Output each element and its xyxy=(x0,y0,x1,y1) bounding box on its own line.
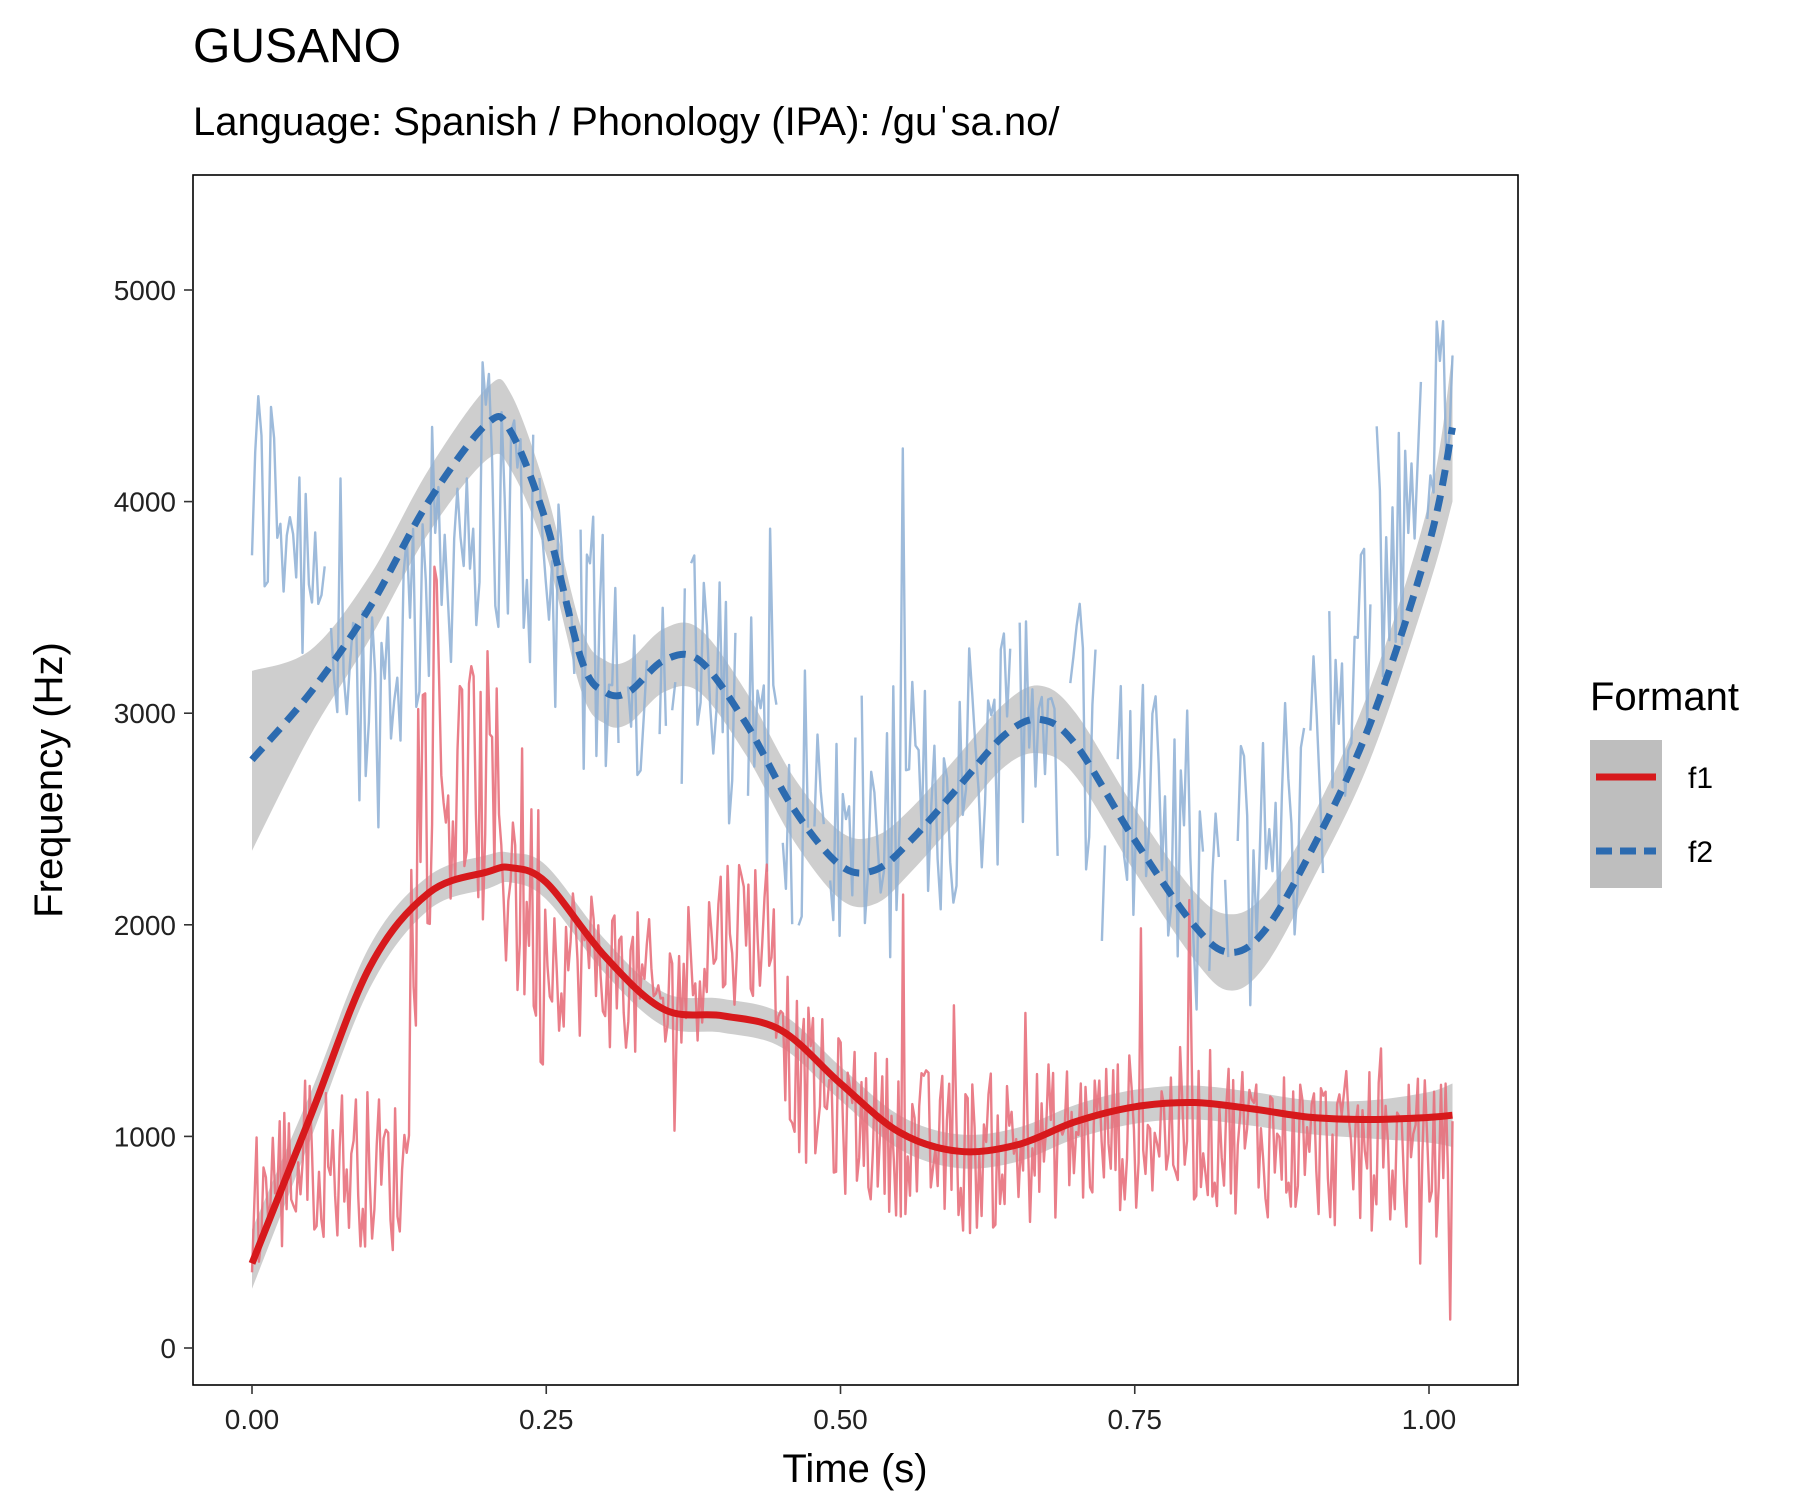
x-tick-label: 1.00 xyxy=(1402,1404,1457,1435)
smooth-line-f1 xyxy=(248,863,1453,1265)
confidence-bands xyxy=(252,353,1453,1289)
confidence-band-f2 xyxy=(252,353,1453,991)
x-axis-title: Time (s) xyxy=(782,1447,927,1491)
plot-panel-border xyxy=(192,174,1519,1386)
y-axis-title: Frequency (Hz) xyxy=(27,642,71,918)
x-tick-label: 0.00 xyxy=(225,1404,280,1435)
y-tick-label: 3000 xyxy=(114,698,176,729)
legend-title: Formant xyxy=(1590,675,1739,719)
smooth-line-f2 xyxy=(249,413,1456,956)
y-tick-label: 1000 xyxy=(114,1121,176,1152)
raw-trace-f1 xyxy=(250,565,1454,1321)
y-tick-label: 2000 xyxy=(114,910,176,941)
chart-subtitle: Language: Spanish / Phonology (IPA): /gu… xyxy=(193,100,1060,144)
y-axis: 0 1000 2000 3000 4000 5000 xyxy=(114,275,193,1364)
x-axis: 0.00 0.25 0.50 0.75 1.00 xyxy=(225,1385,1457,1435)
smoothed-formant-lines xyxy=(248,413,1456,1265)
raw-trace-f2 xyxy=(250,320,1454,1011)
raw-formant-traces xyxy=(250,320,1454,1321)
y-tick-label: 5000 xyxy=(114,275,176,306)
legend-label-f2: f2 xyxy=(1688,836,1713,869)
y-tick-label: 4000 xyxy=(114,487,176,518)
x-tick-label: 0.50 xyxy=(813,1404,868,1435)
chart-title: GUSANO xyxy=(193,20,401,73)
legend: Formant f1 f2 xyxy=(1590,675,1739,888)
legend-label-f1: f1 xyxy=(1688,762,1713,795)
x-tick-label: 0.25 xyxy=(519,1404,574,1435)
x-tick-label: 0.75 xyxy=(1108,1404,1163,1435)
y-tick-label: 0 xyxy=(160,1333,176,1364)
